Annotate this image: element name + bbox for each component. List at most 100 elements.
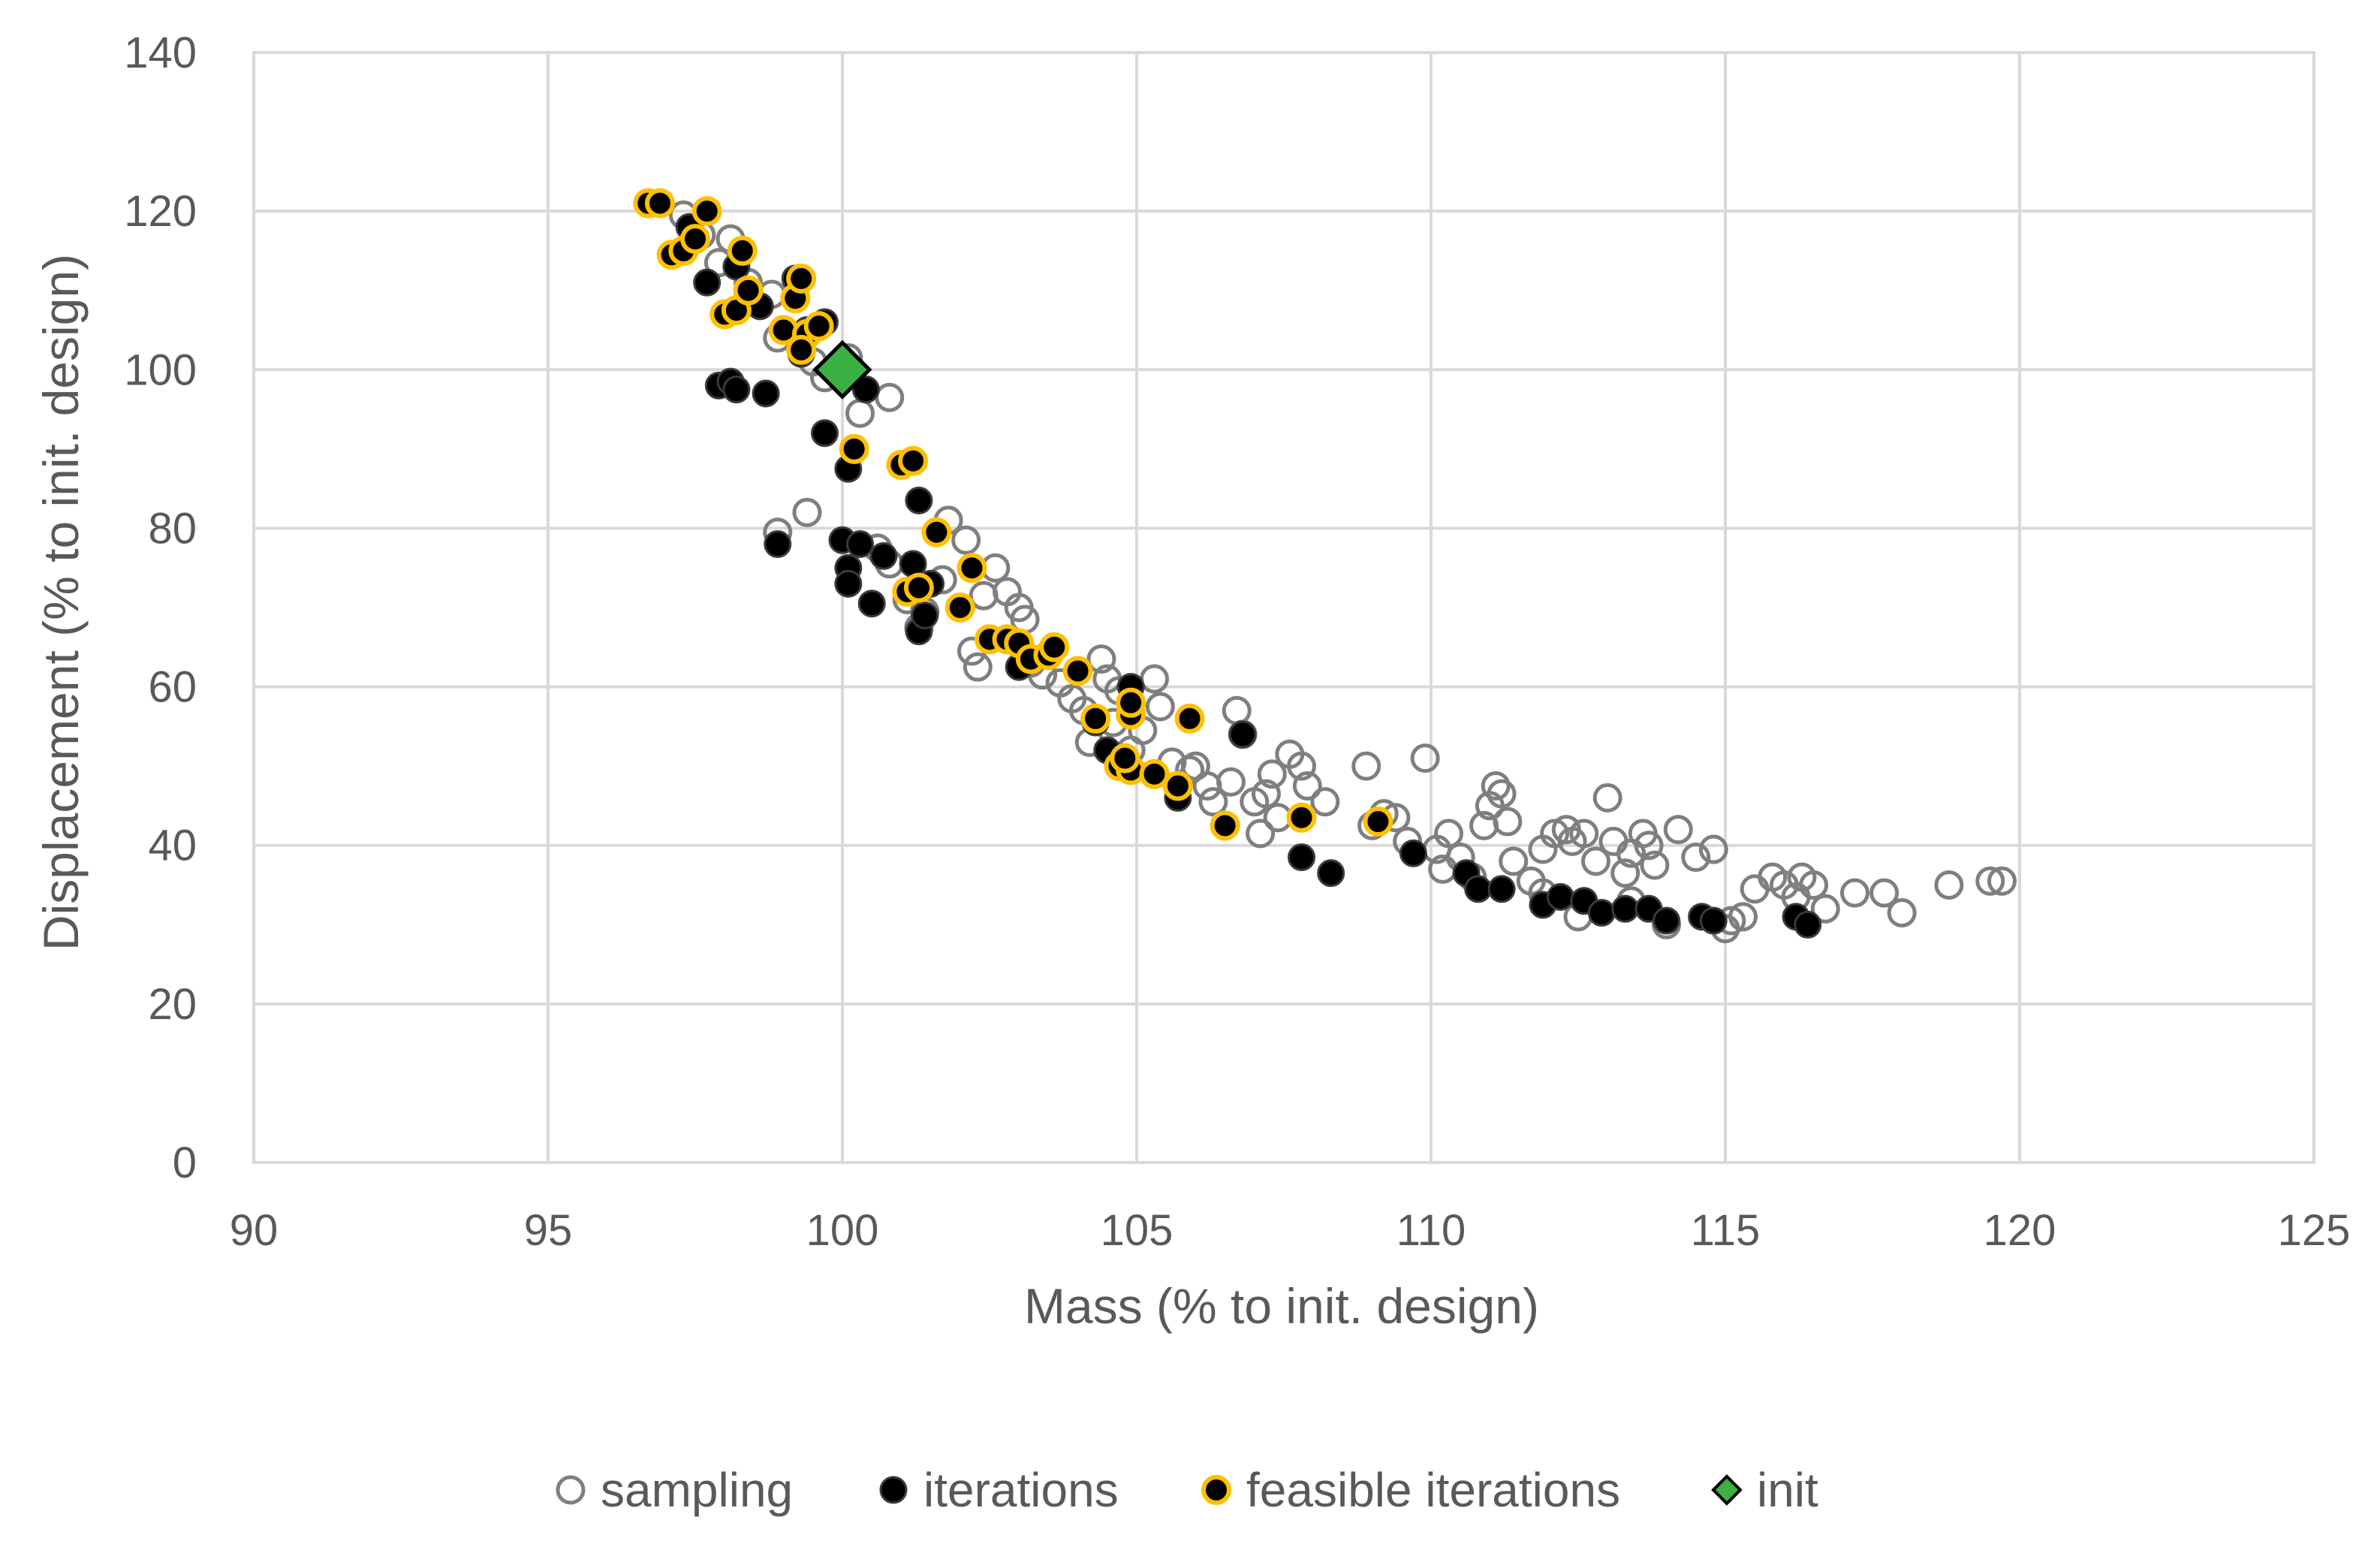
data-point bbox=[1363, 807, 1393, 837]
legend-marker bbox=[1711, 1474, 1743, 1506]
data-point bbox=[1310, 787, 1340, 817]
data-point bbox=[845, 398, 875, 428]
data-point bbox=[1634, 831, 1664, 861]
data-point bbox=[1581, 846, 1611, 876]
y-tick-label: 20 bbox=[148, 980, 197, 1029]
data-point bbox=[1839, 878, 1869, 908]
data-point bbox=[963, 652, 993, 682]
data-point bbox=[680, 224, 710, 255]
data-point bbox=[1288, 843, 1316, 872]
data-point bbox=[693, 268, 722, 297]
legend-label: feasible iterations bbox=[1246, 1463, 1620, 1517]
legend: sampling iterations feasible iterations ini… bbox=[556, 1463, 1818, 1517]
data-point bbox=[1740, 874, 1770, 904]
data-point bbox=[1434, 819, 1464, 849]
data-point bbox=[1681, 843, 1711, 873]
data-point bbox=[691, 196, 722, 227]
x-tick-label: 90 bbox=[230, 1206, 279, 1255]
data-point bbox=[1487, 779, 1517, 809]
data-point bbox=[1222, 695, 1252, 725]
data-point bbox=[1228, 720, 1257, 749]
legend-label: sampling bbox=[601, 1463, 793, 1517]
data-point bbox=[857, 590, 886, 618]
data-point bbox=[644, 188, 675, 219]
data-point bbox=[839, 433, 869, 464]
x-tick-label: 120 bbox=[1984, 1206, 2056, 1255]
legend-marker bbox=[879, 1476, 908, 1504]
y-axis-title: Displacement (% to init. design) bbox=[33, 254, 89, 951]
data-point bbox=[812, 339, 872, 400]
data-point bbox=[1481, 771, 1511, 801]
legend-label: iterations bbox=[923, 1463, 1119, 1517]
data-point bbox=[1592, 783, 1622, 813]
x-tick-label: 105 bbox=[1101, 1206, 1173, 1255]
data-point bbox=[951, 525, 981, 555]
data-point bbox=[1216, 767, 1246, 797]
data-point bbox=[899, 550, 927, 578]
data-point bbox=[1493, 807, 1523, 837]
data-point bbox=[869, 541, 898, 570]
data-point bbox=[1810, 894, 1840, 924]
data-point bbox=[1292, 771, 1322, 801]
x-tick-label: 95 bbox=[524, 1206, 573, 1255]
data-point bbox=[851, 375, 880, 404]
data-point bbox=[1317, 859, 1345, 888]
data-point bbox=[1246, 819, 1276, 849]
data-point bbox=[1698, 834, 1728, 864]
data-point bbox=[1116, 687, 1146, 718]
data-point bbox=[875, 382, 905, 412]
data-point bbox=[905, 486, 933, 514]
series-init bbox=[812, 339, 872, 400]
data-point bbox=[722, 375, 751, 404]
series-feasible-iterations bbox=[633, 188, 1393, 841]
series-sampling bbox=[668, 200, 2017, 944]
data-point bbox=[727, 235, 758, 266]
data-point bbox=[1799, 870, 1829, 900]
grid bbox=[252, 51, 2315, 1164]
data-point bbox=[1611, 894, 1640, 923]
data-point bbox=[1162, 770, 1193, 801]
data-point bbox=[1198, 787, 1228, 817]
data-point bbox=[1039, 632, 1070, 662]
x-axis-title: Mass (% to init. design) bbox=[1024, 1278, 1539, 1334]
data-point bbox=[786, 334, 817, 365]
y-tick-label: 140 bbox=[124, 29, 197, 77]
data-point bbox=[1975, 866, 2005, 896]
y-tick-label: 0 bbox=[173, 1138, 197, 1187]
data-point bbox=[1062, 656, 1093, 686]
data-point bbox=[1546, 882, 1574, 911]
data-point bbox=[1351, 751, 1381, 781]
data-point bbox=[1640, 850, 1670, 880]
y-tick-label: 60 bbox=[148, 663, 197, 712]
data-point bbox=[792, 497, 822, 527]
y-tick-label: 80 bbox=[148, 504, 197, 553]
plot-area-frame bbox=[252, 51, 2315, 1164]
data-point bbox=[1145, 692, 1175, 722]
x-tick-label: 100 bbox=[806, 1206, 879, 1255]
data-point bbox=[957, 553, 987, 584]
data-point bbox=[1464, 875, 1493, 903]
y-tick-label: 120 bbox=[124, 187, 197, 236]
data-point bbox=[803, 311, 834, 342]
data-point bbox=[1934, 870, 1964, 900]
data-point bbox=[1699, 906, 1728, 935]
data-point bbox=[1610, 858, 1640, 888]
x-tick-label: 115 bbox=[1691, 1206, 1760, 1255]
data-point bbox=[764, 530, 792, 559]
data-point bbox=[1887, 897, 1917, 927]
x-tick-label: 125 bbox=[2278, 1206, 2351, 1255]
data-point bbox=[786, 263, 817, 294]
data-point bbox=[1174, 703, 1205, 734]
data-point bbox=[1587, 898, 1616, 927]
data-point bbox=[898, 445, 929, 476]
data-point bbox=[1080, 703, 1111, 734]
data-point bbox=[1286, 802, 1317, 833]
data-point bbox=[921, 517, 952, 547]
y-tick-label: 100 bbox=[124, 345, 197, 394]
data-point bbox=[911, 602, 939, 630]
legend-label: init bbox=[1757, 1463, 1818, 1517]
data-point bbox=[1287, 751, 1317, 781]
data-point bbox=[810, 419, 839, 448]
data-point bbox=[1499, 846, 1529, 876]
